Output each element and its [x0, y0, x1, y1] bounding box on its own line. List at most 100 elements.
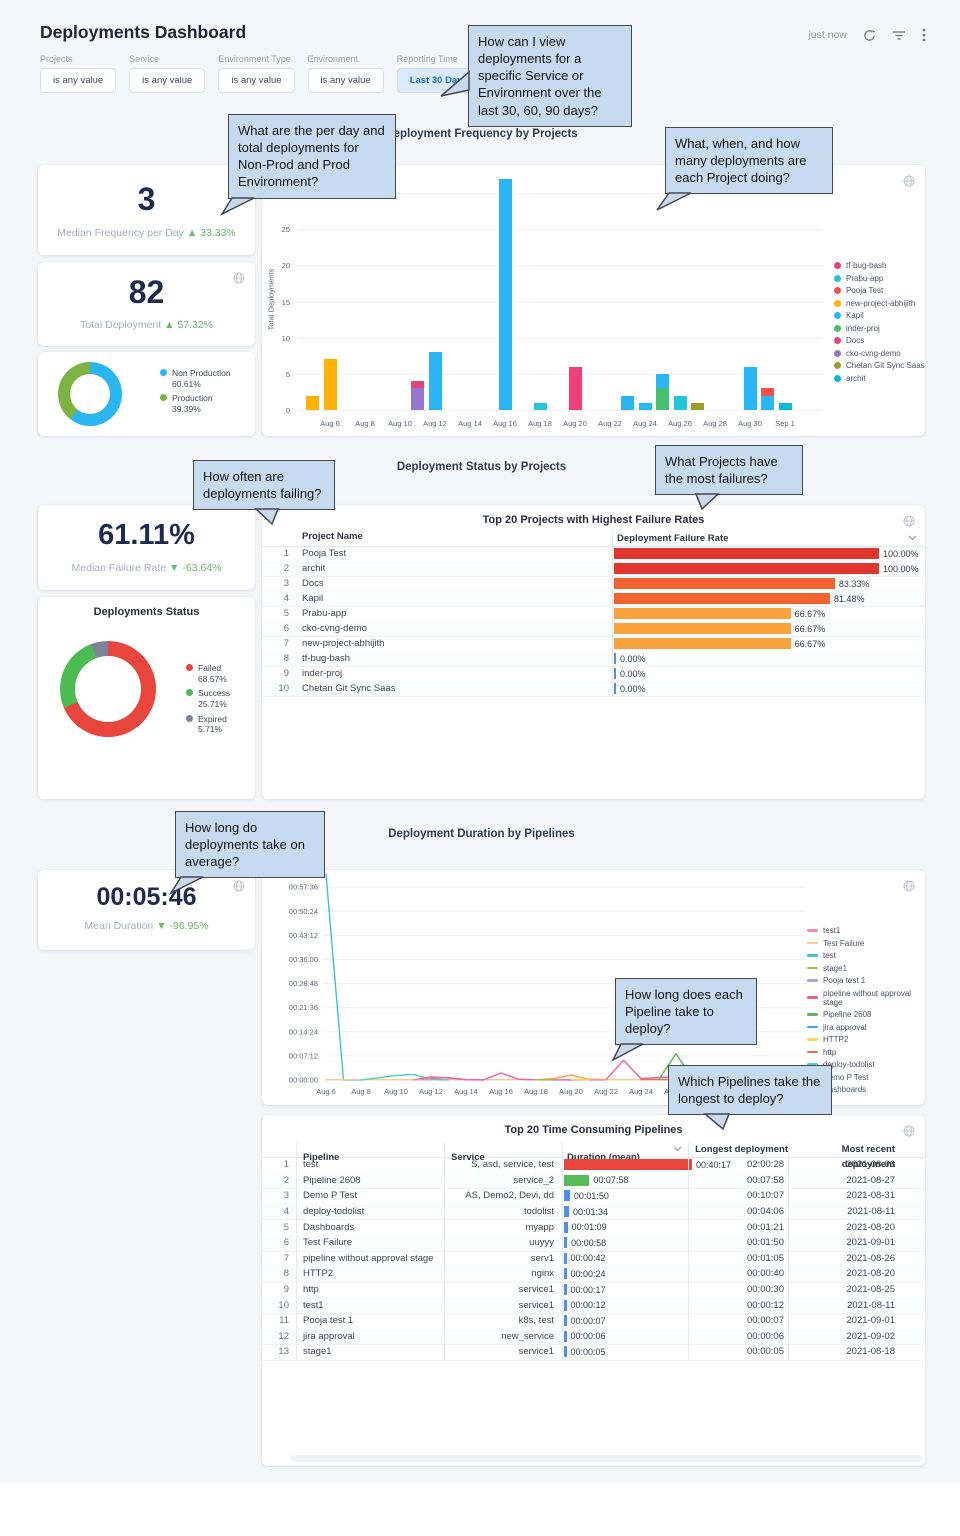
table-row[interactable]: 7 new-project-abhijith 66.67% — [262, 636, 925, 652]
table-row[interactable]: 10 Chetan Git Sync Saas 0.00% — [262, 681, 925, 697]
svg-text:Aug 20: Aug 20 — [559, 1087, 583, 1096]
bar-segment[interactable] — [568, 366, 582, 410]
bar-segment[interactable] — [761, 395, 774, 410]
bar-segment[interactable] — [656, 388, 669, 410]
kebab-menu-icon[interactable] — [922, 28, 926, 42]
svg-text:Aug 12: Aug 12 — [419, 1087, 443, 1096]
longest-deployment-cell: 00:10:07 — [688, 1188, 788, 1204]
globe-icon[interactable] — [903, 514, 915, 532]
project-name-cell: new-project-abhijith — [302, 638, 385, 649]
filter-value-box[interactable]: is any value — [218, 68, 295, 93]
failure-rate-bar — [614, 548, 879, 559]
column-header-failure-rate[interactable]: Deployment Failure Rate — [612, 531, 925, 546]
filter-value-box[interactable]: is any value — [40, 68, 117, 93]
table-row[interactable]: 12 jira approval new_service 00:00:06 00:00:… — [262, 1328, 925, 1346]
table-row[interactable]: 11 Pooja test 1 k8s, test 00:00:07 00:00:07 2… — [262, 1313, 925, 1330]
y-tick-label: 10 — [281, 333, 290, 343]
table-row[interactable]: 1 Pooja Test 100.00% — [262, 546, 925, 562]
failure-rate-bar — [614, 668, 616, 679]
bar-segment[interactable] — [428, 352, 442, 410]
legend-label: pipeline without approval stage — [823, 988, 912, 1007]
callout-text: What Projects have the most failures? — [665, 454, 778, 487]
bar-segment[interactable] — [411, 388, 424, 410]
duration-mean-cell: 00:00:05 — [562, 1344, 688, 1360]
legend-label: Pooja test 1 — [823, 976, 866, 985]
legend-item: Test Failure — [807, 939, 925, 948]
table-row[interactable]: 3 Demo P Test AS, Demo2, Devi, dd 00:01:50 0… — [262, 1188, 925, 1205]
legend-label: Expired 5.71% — [198, 713, 227, 735]
bar-segment[interactable] — [691, 402, 704, 410]
filter-icon[interactable] — [892, 29, 906, 41]
svg-text:Aug 14: Aug 14 — [454, 1087, 478, 1096]
bar-segment[interactable] — [498, 178, 512, 410]
project-name-cell: inder-proj — [302, 668, 343, 679]
callout-text: How long do deployments take on average? — [185, 820, 305, 870]
duration-value: 00:01:34 — [572, 1206, 609, 1217]
pipeline-cell: test1 — [296, 1297, 444, 1313]
bar-segment[interactable] — [411, 381, 424, 389]
column-header-project-name[interactable]: Project Name — [302, 531, 363, 542]
pipeline-cell: Demo P Test — [296, 1188, 444, 1204]
bar-segment[interactable] — [638, 402, 652, 410]
bar-segment[interactable] — [306, 395, 319, 410]
bar-segment[interactable] — [761, 388, 774, 396]
sort-chevron-icon[interactable] — [908, 535, 917, 541]
table-row[interactable]: 8 HTTP2 nginx 00:00:24 00:00:40 2021-08-20 — [262, 1266, 925, 1283]
table-row[interactable]: 9 http service1 00:00:17 00:00:30 2021-08-25 — [262, 1281, 925, 1299]
bar-segment[interactable] — [656, 373, 669, 389]
bar-segment[interactable] — [673, 395, 687, 410]
globe-icon[interactable] — [903, 174, 915, 192]
bar-segment[interactable] — [743, 366, 757, 410]
bar-segment[interactable] — [621, 395, 634, 410]
filter-value-box[interactable]: is any value — [307, 68, 384, 93]
duration-value: 00:00:42 — [570, 1253, 606, 1264]
legend-label: new-project-abhijith — [846, 298, 916, 308]
table-row[interactable]: 6 Test Failure uuyyy 00:00:58 00:01:50 2021-0… — [262, 1235, 925, 1252]
legend-label: Pipeline 2608 — [823, 1010, 872, 1019]
filter-value-box[interactable]: is any value — [129, 68, 206, 93]
table-row[interactable]: 4 deploy-todolist todolist 00:01:34 00:04:06… — [262, 1203, 925, 1221]
filter-value: is any value — [231, 75, 282, 86]
table-row[interactable]: 8 tf-bug-bash 0.00% — [262, 651, 925, 667]
globe-icon[interactable] — [233, 879, 245, 897]
table-row[interactable]: 4 Kapil 81.48% — [262, 591, 925, 607]
status-donut-legend: Failed 68.57% Success 25.71% Expired 5.71% — [186, 663, 252, 739]
section-title-duration: Deployment Duration by Pipelines — [388, 828, 575, 840]
horizontal-scrollbar[interactable] — [290, 1455, 922, 1462]
pipeline-cell: pipeline without approval stage — [296, 1250, 444, 1267]
bar-segment[interactable] — [323, 359, 337, 410]
legend-item: Pooja Test — [834, 286, 925, 295]
globe-icon[interactable] — [903, 879, 915, 897]
pipeline-cell: Dashboards — [296, 1219, 444, 1235]
table-row[interactable]: 1 test S, asd, service, test 00:40:17 02:00:… — [262, 1157, 925, 1174]
globe-icon[interactable] — [903, 1124, 915, 1142]
table-row[interactable]: 10 test1 service1 00:00:12 00:00:12 2021-08-1… — [262, 1297, 925, 1314]
duration-value: 00:00:58 — [571, 1237, 607, 1248]
failure-rate-bar — [614, 608, 791, 619]
longest-deployment-cell: 00:00:12 — [688, 1297, 788, 1313]
table-row[interactable]: 9 inder-proj 0.00% — [262, 666, 925, 682]
table-row[interactable]: 3 Docs 83.33% — [262, 576, 925, 592]
service-cell: serv1 — [444, 1250, 562, 1267]
duration-mean-cell: 00:01:50 — [562, 1188, 688, 1204]
kpi-label-text: Median Frequency per Day — [57, 227, 184, 239]
table-row[interactable]: 7 pipeline without approval stage serv1 00:… — [262, 1250, 925, 1268]
bar-segment[interactable] — [533, 402, 547, 410]
table-row[interactable]: 5 Dashboards myapp 00:01:09 00:01:21 2021-08-… — [262, 1219, 925, 1236]
failure-rate-cell: 0.00% — [612, 651, 925, 666]
row-rank: 12 — [278, 1330, 289, 1342]
table-row[interactable]: 6 cko-cvng-demo 66.67% — [262, 621, 925, 637]
globe-icon[interactable] — [233, 271, 245, 289]
gridline — [298, 229, 822, 231]
y-tick-label: 20 — [281, 261, 290, 271]
table-row[interactable]: 5 Prabu-app 66.67% — [262, 606, 925, 622]
table-row[interactable]: 2 Pipeline 2608 service_2 00:07:58 00:07:58 2… — [262, 1172, 925, 1190]
table-row[interactable]: 13 stage1 service1 00:00:05 00:00:05 2021-08-… — [262, 1344, 925, 1361]
table-row[interactable]: 2 archit 100.00% — [262, 561, 925, 577]
refresh-icon[interactable] — [863, 29, 876, 42]
sort-chevron-icon[interactable] — [673, 1146, 682, 1152]
duration-mean-cell: 00:00:07 — [562, 1313, 688, 1329]
bar-segment[interactable] — [778, 402, 792, 410]
pipeline-cell: HTTP2 — [296, 1266, 444, 1282]
